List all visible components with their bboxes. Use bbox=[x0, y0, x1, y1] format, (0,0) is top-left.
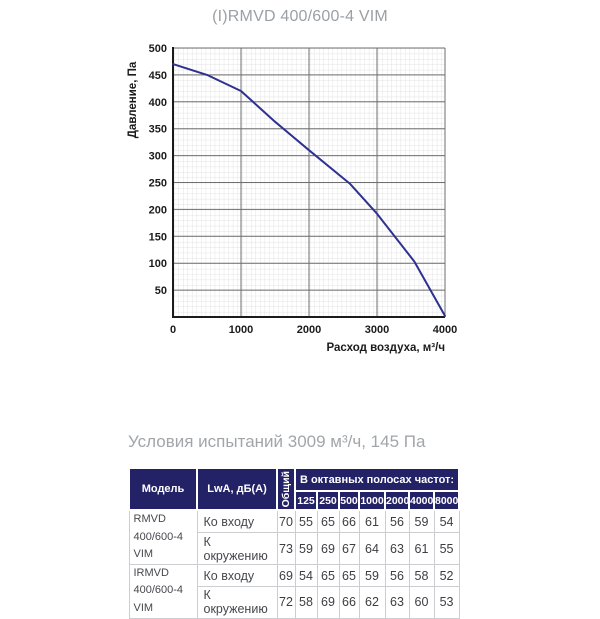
band-header-500: 500 bbox=[338, 490, 360, 511]
x-tick-label: 2000 bbox=[297, 324, 321, 336]
value-cell: 59 bbox=[358, 563, 386, 588]
y-tick-label: 350 bbox=[149, 124, 167, 136]
table-header-octave-bands: В октавных полосах частот: bbox=[293, 466, 461, 493]
band-header-250: 250 bbox=[316, 490, 340, 511]
page-title: (I)RMVD 400/600-4 VIM bbox=[212, 8, 388, 25]
table-header-total: Общий bbox=[276, 467, 296, 511]
value-cell: 61 bbox=[358, 509, 386, 534]
value-total: 72 bbox=[276, 586, 296, 619]
value-cell: 54 bbox=[294, 563, 318, 588]
value-cell: 53 bbox=[433, 586, 460, 619]
y-tick-label: 50 bbox=[155, 285, 167, 297]
y-axis-label: Давление, Па bbox=[127, 61, 139, 138]
value-total: 73 bbox=[276, 532, 296, 565]
y-tick-label: 300 bbox=[149, 151, 167, 163]
value-cell: 58 bbox=[408, 563, 435, 588]
table-header-model: Модель bbox=[128, 467, 198, 511]
value-cell: 52 bbox=[433, 563, 460, 588]
row-label: Ко входу bbox=[196, 509, 278, 534]
noise-table: Модель LwA, дБ(A) Общий В октавных полос… bbox=[128, 466, 461, 619]
table-row: RMVD 400/600-4 VIM Ко входу 70 55 65 66 … bbox=[128, 509, 460, 565]
value-cell: 66 bbox=[338, 586, 360, 619]
value-cell: 56 bbox=[384, 563, 410, 588]
model-name-irmvd: IRMVD 400/600-4 VIM bbox=[128, 563, 198, 619]
y-tick-label: 250 bbox=[149, 178, 167, 190]
band-header-1000: 1000 bbox=[358, 490, 386, 511]
value-cell: 59 bbox=[294, 532, 318, 565]
x-tick-label: 3000 bbox=[365, 324, 389, 336]
value-cell: 56 bbox=[384, 509, 410, 534]
value-cell: 63 bbox=[384, 586, 410, 619]
y-tick-label: 400 bbox=[149, 97, 167, 109]
value-cell: 59 bbox=[408, 509, 435, 534]
value-cell: 65 bbox=[338, 563, 360, 588]
band-header-4000: 4000 bbox=[408, 490, 435, 511]
value-cell: 64 bbox=[358, 532, 386, 565]
value-cell: 63 bbox=[384, 532, 410, 565]
row-label: Ко входу bbox=[196, 563, 278, 588]
table-row: К окружению 73 59 69 67 64 63 61 55 bbox=[129, 532, 460, 565]
fan-curve-chart: 50 100 150 200 250 300 350 400 450 500 0 1000 2000 30… bbox=[120, 38, 470, 365]
fan-pressure-curve bbox=[172, 63, 446, 317]
x-tick-label: 4000 bbox=[433, 324, 457, 336]
row-label: К окружению bbox=[196, 586, 278, 619]
value-cell: 61 bbox=[408, 532, 435, 565]
row-label: К окружению bbox=[196, 532, 278, 565]
value-cell: 69 bbox=[316, 586, 340, 619]
value-cell: 62 bbox=[358, 586, 386, 619]
y-tick-label: 200 bbox=[149, 204, 167, 216]
y-tick-label: 100 bbox=[149, 258, 167, 270]
value-total: 70 bbox=[276, 509, 296, 534]
value-cell: 58 bbox=[294, 586, 318, 619]
value-total: 69 bbox=[276, 563, 296, 588]
table-row: IRMVD 400/600-4 VIM Ко входу 69 54 65 65… bbox=[128, 563, 460, 619]
value-cell: 66 bbox=[338, 509, 360, 534]
x-tick-label: 1000 bbox=[229, 324, 253, 336]
value-cell: 55 bbox=[294, 509, 318, 534]
model-name-rmvd: RMVD 400/600-4 VIM bbox=[128, 509, 198, 565]
y-tick-label: 500 bbox=[149, 43, 167, 55]
value-cell: 67 bbox=[338, 532, 360, 565]
band-header-125: 125 bbox=[294, 490, 318, 511]
value-cell: 55 bbox=[433, 532, 460, 565]
value-cell: 69 bbox=[316, 532, 340, 565]
value-cell: 65 bbox=[316, 509, 340, 534]
value-cell: 65 bbox=[316, 563, 340, 588]
band-header-8000: 8000 bbox=[432, 490, 461, 511]
x-tick-label: 0 bbox=[170, 324, 176, 336]
table-header-total-label: Общий bbox=[279, 470, 292, 508]
value-cell: 60 bbox=[408, 586, 435, 619]
value-cell: 54 bbox=[433, 509, 460, 534]
table-header-lwa: LwA, дБ(A) bbox=[196, 467, 278, 511]
x-axis-label: Расход воздуха, м³/ч bbox=[326, 342, 445, 354]
band-header-2000: 2000 bbox=[384, 490, 410, 511]
y-tick-label: 450 bbox=[149, 70, 167, 82]
y-tick-label: 150 bbox=[149, 231, 167, 243]
test-conditions: Условия испытаний 3009 м³/ч, 145 Па bbox=[128, 432, 426, 451]
